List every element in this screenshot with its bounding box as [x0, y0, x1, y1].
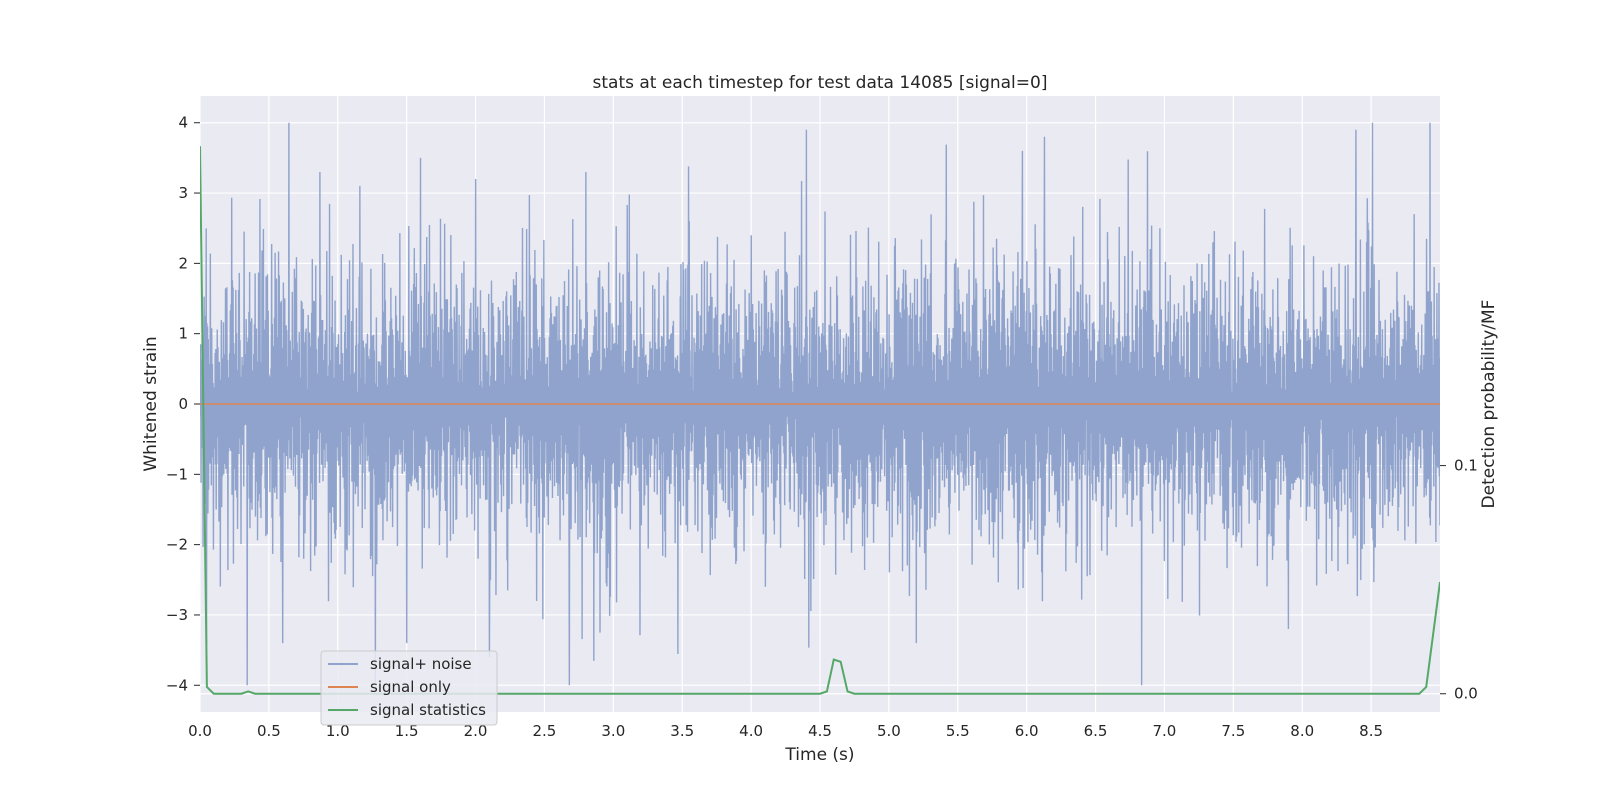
x-tick-label: 0.0 — [188, 722, 212, 740]
legend-box — [320, 650, 498, 726]
y-tick-label: −1 — [166, 465, 188, 483]
x-tick-label: 4.0 — [739, 722, 763, 740]
y-axis-ticks: −4 −3 −2 −1 0 1 2 3 4 — [166, 114, 200, 694]
y2-tick-label: 0.1 — [1454, 457, 1478, 475]
legend: signal+ noise signal only signal statist… — [320, 650, 498, 726]
x-tick-label: 4.5 — [808, 722, 832, 740]
y-tick-label: −3 — [166, 606, 188, 624]
y-tick-label: 3 — [178, 184, 188, 202]
x-tick-label: 3.5 — [670, 722, 694, 740]
y-axis-label: Whitened strain — [141, 336, 161, 471]
y2-axis-ticks: 0.0 0.1 — [1440, 457, 1478, 703]
x-axis-ticks: 0.0 0.5 1.0 1.5 2.0 2.5 3.0 3.5 4.0 4.5 5.0 5.5 6.0 6… — [188, 722, 1383, 740]
x-tick-label: 8.5 — [1359, 722, 1383, 740]
x-tick-label: 5.0 — [877, 722, 901, 740]
x-tick-label: 1.0 — [326, 722, 350, 740]
x-tick-label: 6.5 — [1084, 722, 1108, 740]
series-signal-statistics — [200, 146, 1440, 695]
x-axis-label: Time (s) — [784, 745, 854, 765]
legend-label-signal-statistics: signal statistics — [370, 701, 486, 719]
x-tick-label: 5.5 — [946, 722, 970, 740]
y-tick-label: 2 — [178, 254, 188, 272]
series-layer — [200, 122, 1440, 695]
series-signal-noise — [200, 122, 1440, 686]
y2-tick-label: 0.0 — [1454, 685, 1478, 703]
x-tick-label: 7.0 — [1153, 722, 1177, 740]
x-tick-label: 1.5 — [395, 722, 419, 740]
y-tick-label: −2 — [166, 536, 188, 554]
legend-label-signal-only: signal only — [370, 678, 451, 696]
x-tick-label: 3.0 — [601, 722, 625, 740]
x-tick-label: 2.0 — [464, 722, 488, 740]
x-tick-label: 8.0 — [1290, 722, 1314, 740]
y-tick-label: 1 — [178, 325, 188, 343]
y2-axis-label: Detection probability/MF — [1479, 300, 1499, 509]
x-tick-label: 2.5 — [533, 722, 557, 740]
x-tick-label: 0.5 — [257, 722, 281, 740]
y-tick-label: 0 — [178, 395, 188, 413]
x-tick-label: 7.5 — [1221, 722, 1245, 740]
x-tick-label: 6.0 — [1015, 722, 1039, 740]
chart-title: stats at each timestep for test data 140… — [593, 73, 1048, 93]
y-tick-label: −4 — [166, 676, 188, 694]
legend-label-signal-noise: signal+ noise — [370, 655, 472, 673]
y-tick-label: 4 — [178, 114, 188, 132]
